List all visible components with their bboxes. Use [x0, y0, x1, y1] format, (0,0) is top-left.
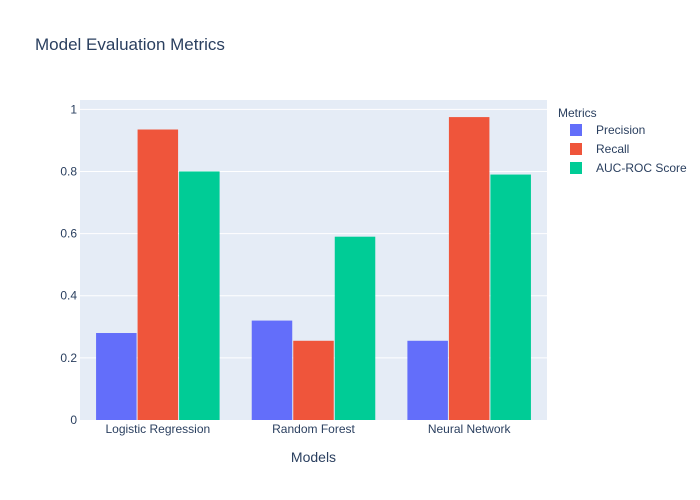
y-tick-label: 0.8 [60, 164, 77, 178]
legend-swatch [570, 143, 582, 155]
x-tick-label: Logistic Regression [105, 422, 210, 436]
y-tick-label: 0.2 [60, 351, 77, 365]
bar-precision [407, 340, 448, 420]
bar-recall [448, 117, 490, 421]
y-tick-label: 0 [70, 413, 77, 427]
bar-precision [96, 333, 137, 420]
x-tick-label: Neural Network [428, 422, 512, 436]
bar-auc-roc-score [334, 236, 376, 420]
bars [96, 117, 531, 421]
bar-recall [293, 340, 334, 420]
legend-label: Precision [596, 123, 645, 137]
bar-auc-roc-score [179, 171, 220, 420]
x-axis-ticks: Logistic Regression Random Forest Neural N… [105, 422, 511, 436]
legend-items: Precision Recall AUC-ROC Score [570, 123, 687, 175]
x-tick-label: Random Forest [272, 422, 355, 436]
legend-label: Recall [596, 142, 629, 156]
y-tick-label: 0.4 [60, 289, 77, 303]
legend: Metrics Precision Recall AUC-ROC Score [558, 106, 687, 175]
bar-precision [251, 320, 293, 420]
y-tick-label: 0.6 [60, 227, 77, 241]
chart-title: Model Evaluation Metrics [35, 35, 225, 54]
y-tick-label: 1 [70, 102, 77, 116]
bar-recall [137, 129, 179, 420]
x-axis-title: Models [291, 449, 336, 465]
legend-title: Metrics [558, 106, 597, 120]
y-axis-ticks: 0 0.2 0.4 0.6 0.8 1 [60, 102, 77, 427]
legend-swatch [570, 124, 582, 136]
legend-label: AUC-ROC Score [596, 161, 687, 175]
legend-swatch [570, 162, 582, 174]
bar-auc-roc-score [490, 174, 531, 420]
